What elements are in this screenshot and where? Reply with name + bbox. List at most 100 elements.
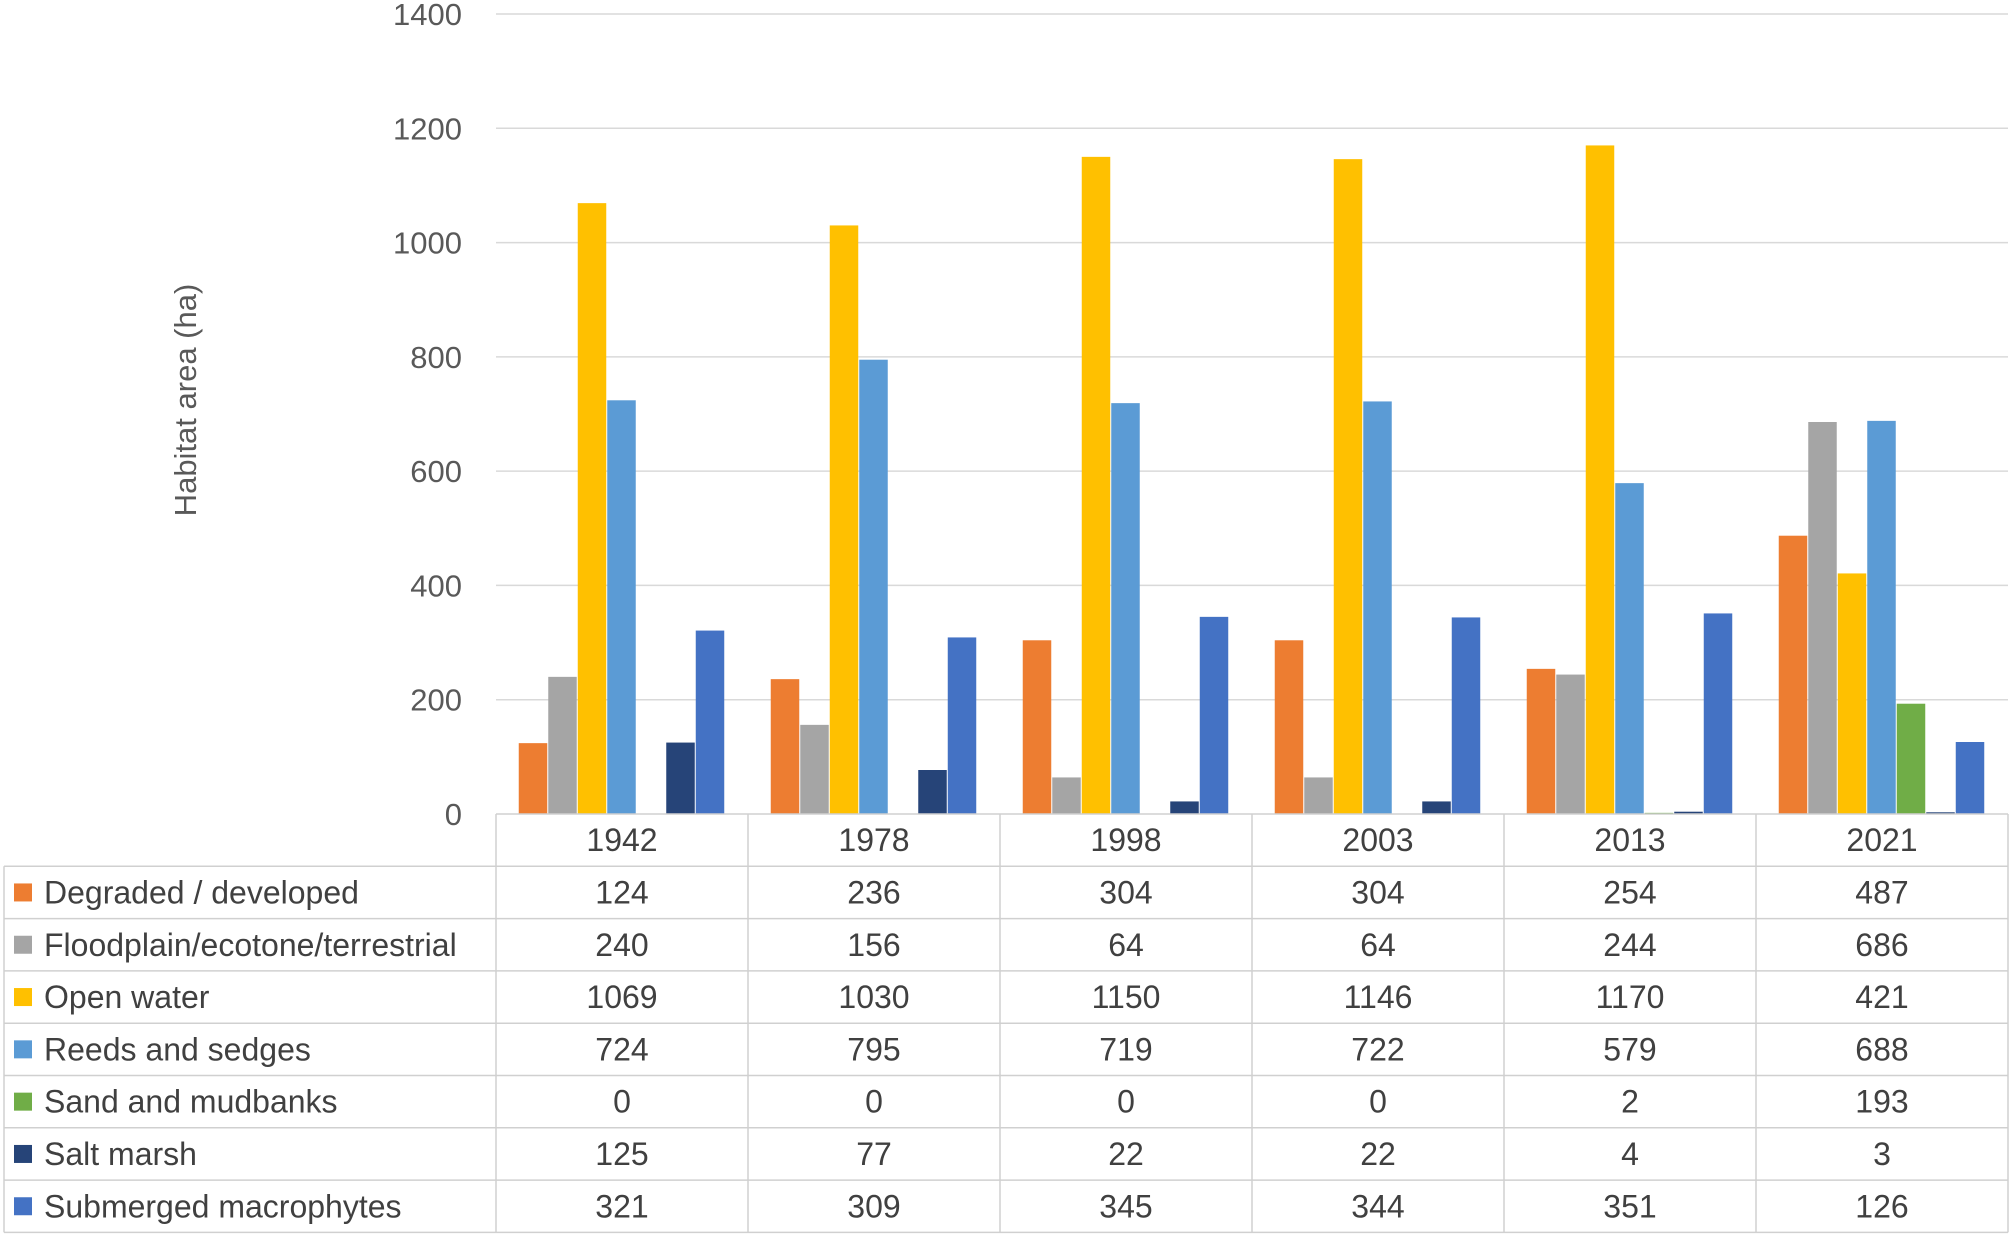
bar-open-water-2021 xyxy=(1837,573,1867,814)
bar-open-water-1978 xyxy=(829,225,859,814)
data-label: 236 xyxy=(847,874,900,910)
legend-swatch xyxy=(14,1197,32,1216)
bar-degraded-developed-1998 xyxy=(1022,640,1052,814)
bar-degraded-developed-1942 xyxy=(518,743,548,814)
x-category-label: 1942 xyxy=(586,822,657,858)
legend-label: Open water xyxy=(44,979,210,1015)
data-label: 124 xyxy=(595,874,648,910)
bar-degraded-developed-2021 xyxy=(1778,535,1808,814)
bar-degraded-developed-1978 xyxy=(770,679,800,814)
data-label: 304 xyxy=(1099,874,1152,910)
data-label: 1146 xyxy=(1344,979,1413,1015)
data-label: 64 xyxy=(1360,927,1396,963)
y-axis-ticks: 0 200 400 600 800 1000 1200 1400 xyxy=(393,0,462,832)
legend-swatch xyxy=(14,883,32,902)
bar-reeds-and-sedges-2003 xyxy=(1363,401,1392,814)
data-label: 487 xyxy=(1855,874,1908,910)
bars xyxy=(518,145,1985,815)
legend-label: Reeds and sedges xyxy=(44,1031,311,1067)
data-label: 1150 xyxy=(1092,979,1161,1015)
bar-reeds-and-sedges-1998 xyxy=(1111,403,1140,814)
bar-degraded-developed-2013 xyxy=(1526,668,1556,814)
legend-swatch xyxy=(14,1092,32,1111)
bar-submerged-macrophytes-1942 xyxy=(695,630,725,814)
bar-floodplain-ecotone-terrestrial-2013 xyxy=(1556,674,1585,814)
data-label: 64 xyxy=(1108,927,1144,963)
bar-reeds-and-sedges-2013 xyxy=(1615,483,1644,814)
data-label: 345 xyxy=(1099,1188,1152,1224)
y-tick-label: 400 xyxy=(410,568,462,603)
data-label: 421 xyxy=(1855,979,1908,1015)
legend-swatch xyxy=(14,1040,32,1059)
bar-salt-marsh-1978 xyxy=(918,770,947,814)
data-label: 724 xyxy=(595,1031,648,1067)
y-tick-label: 200 xyxy=(410,683,462,718)
y-tick-label: 800 xyxy=(410,340,462,375)
legend-label: Submerged macrophytes xyxy=(44,1188,402,1224)
legend-label: Floodplain/ecotone/terrestrial xyxy=(44,927,457,963)
y-tick-label: 600 xyxy=(410,454,462,489)
y-tick-label: 0 xyxy=(445,797,462,832)
bar-reeds-and-sedges-1942 xyxy=(607,400,636,814)
data-label: 156 xyxy=(847,927,900,963)
legend-label: Degraded / developed xyxy=(44,874,359,910)
x-category-label: 2003 xyxy=(1342,822,1413,858)
data-label: 795 xyxy=(847,1031,900,1067)
data-label: 722 xyxy=(1351,1031,1404,1067)
bar-open-water-2013 xyxy=(1585,145,1615,814)
bar-floodplain-ecotone-terrestrial-1978 xyxy=(800,724,829,814)
data-label: 240 xyxy=(595,927,648,963)
legend-swatch xyxy=(14,935,32,954)
data-label: 2 xyxy=(1621,1084,1639,1120)
x-category-label: 1978 xyxy=(838,822,909,858)
data-label: 22 xyxy=(1360,1136,1396,1172)
data-label: 351 xyxy=(1603,1188,1656,1224)
bar-reeds-and-sedges-2021 xyxy=(1867,420,1896,814)
data-label: 579 xyxy=(1603,1031,1656,1067)
bar-floodplain-ecotone-terrestrial-1998 xyxy=(1052,777,1081,814)
bar-submerged-macrophytes-1998 xyxy=(1199,616,1229,814)
x-category-label: 2013 xyxy=(1594,822,1665,858)
legend-swatch xyxy=(14,1144,32,1163)
data-label: 125 xyxy=(595,1136,648,1172)
data-label: 686 xyxy=(1855,927,1908,963)
data-label: 0 xyxy=(1117,1084,1135,1120)
bar-open-water-1942 xyxy=(577,203,607,814)
data-label: 0 xyxy=(1369,1084,1387,1120)
bar-salt-marsh-1998 xyxy=(1170,801,1199,814)
bar-floodplain-ecotone-terrestrial-2021 xyxy=(1808,422,1837,814)
bar-submerged-macrophytes-1978 xyxy=(947,637,977,814)
bar-open-water-2003 xyxy=(1333,159,1363,814)
legend-swatch xyxy=(14,988,32,1007)
y-tick-label: 1000 xyxy=(393,226,462,261)
data-label: 344 xyxy=(1351,1188,1404,1224)
bar-submerged-macrophytes-2003 xyxy=(1451,617,1481,814)
bar-open-water-1998 xyxy=(1081,156,1111,815)
data-label: 77 xyxy=(856,1136,892,1172)
bar-salt-marsh-2003 xyxy=(1422,801,1451,814)
data-label: 193 xyxy=(1855,1084,1908,1120)
y-tick-label: 1400 xyxy=(393,0,462,32)
data-label: 304 xyxy=(1351,874,1404,910)
data-label: 719 xyxy=(1099,1031,1152,1067)
data-label: 309 xyxy=(847,1188,900,1224)
gridlines xyxy=(496,13,2008,701)
bar-salt-marsh-1942 xyxy=(666,742,695,814)
bar-salt-marsh-2021 xyxy=(1926,812,1955,814)
y-tick-label: 1200 xyxy=(393,111,462,146)
x-category-label: 2021 xyxy=(1846,822,1917,858)
data-label: 688 xyxy=(1855,1031,1908,1067)
bar-sand-and-mudbanks-2021 xyxy=(1896,703,1926,814)
bar-submerged-macrophytes-2013 xyxy=(1703,613,1733,814)
data-label: 0 xyxy=(865,1084,883,1120)
data-label: 244 xyxy=(1603,927,1656,963)
y-axis-label: Habitat area (ha) xyxy=(168,284,203,517)
data-label: 0 xyxy=(613,1084,631,1120)
data-table: 1942 1978 1998 2003 2013 2021 Degraded / devel… xyxy=(3,813,2009,1234)
data-label: 1069 xyxy=(586,979,657,1015)
legend-label: Salt marsh xyxy=(44,1136,197,1172)
x-category-label: 1998 xyxy=(1090,822,1161,858)
data-label: 22 xyxy=(1108,1136,1144,1172)
bar-salt-marsh-2013 xyxy=(1674,811,1703,814)
